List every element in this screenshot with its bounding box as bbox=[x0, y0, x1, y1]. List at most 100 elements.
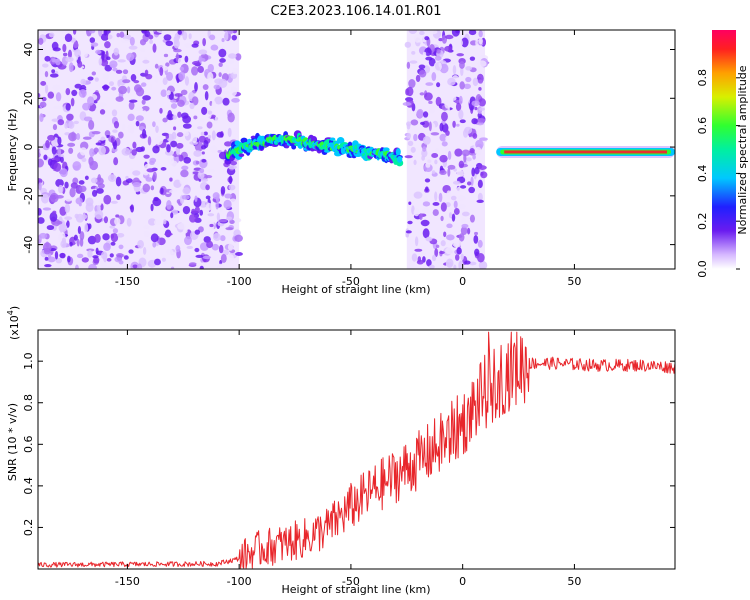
noise-blob bbox=[216, 65, 225, 70]
noise-blob bbox=[474, 146, 482, 156]
noise-blob bbox=[91, 189, 98, 197]
noise-blob bbox=[478, 260, 488, 269]
noise-blob bbox=[234, 234, 243, 242]
noise-blob bbox=[38, 217, 45, 224]
noise-blob bbox=[58, 184, 64, 194]
noise-blob bbox=[224, 193, 232, 199]
noise-blob bbox=[112, 129, 118, 133]
noise-blob bbox=[413, 133, 418, 142]
noise-blob bbox=[166, 90, 171, 96]
noise-blob bbox=[458, 233, 465, 242]
noise-blob bbox=[440, 240, 446, 247]
noise-blob bbox=[408, 79, 416, 89]
snr-y-scale-prefix: (x10 bbox=[8, 315, 21, 340]
noise-blob bbox=[424, 178, 431, 183]
noise-blob bbox=[199, 265, 204, 269]
noise-blob bbox=[422, 201, 431, 207]
x-tick-label: 50 bbox=[567, 575, 581, 588]
noise-blob bbox=[436, 48, 441, 54]
noise-blob bbox=[445, 136, 450, 141]
noise-blob bbox=[64, 181, 69, 189]
noise-blob bbox=[465, 157, 472, 162]
noise-blob bbox=[39, 147, 44, 155]
noise-blob bbox=[107, 174, 117, 182]
noise-blob bbox=[458, 160, 465, 169]
noise-blob bbox=[67, 142, 76, 147]
noise-blob bbox=[103, 194, 112, 205]
noise-blob bbox=[79, 185, 87, 193]
page-title: C2E3.2023.106.14.01.R01 bbox=[270, 4, 441, 19]
noise-blob bbox=[477, 179, 483, 189]
spectrogram-x-axis-label: Height of straight line (km) bbox=[281, 283, 430, 296]
noise-blob bbox=[460, 66, 464, 76]
noise-blob bbox=[42, 207, 52, 211]
noise-blob bbox=[447, 150, 452, 161]
snr-y-scale-exponent: 4 bbox=[6, 310, 15, 315]
noise-blob bbox=[128, 99, 138, 103]
noise-blob bbox=[54, 251, 59, 260]
noise-blob bbox=[155, 125, 159, 133]
noise-blob bbox=[199, 168, 205, 174]
noise-blob bbox=[181, 194, 190, 200]
noise-blob bbox=[60, 240, 67, 249]
noise-blob bbox=[125, 178, 133, 183]
y-tick-label: 0.8 bbox=[22, 394, 35, 412]
signal-blob bbox=[396, 155, 403, 163]
noise-blob bbox=[182, 123, 192, 129]
noise-blob bbox=[418, 252, 426, 257]
noise-blob bbox=[194, 247, 200, 253]
noise-blob bbox=[228, 53, 237, 59]
noise-blob bbox=[162, 77, 168, 85]
noise-blob bbox=[449, 96, 457, 101]
noise-blob bbox=[480, 171, 488, 179]
noise-blob bbox=[432, 201, 440, 206]
noise-blob bbox=[112, 139, 118, 150]
noise-blob bbox=[225, 64, 229, 71]
noise-blob bbox=[152, 241, 157, 248]
noise-blob bbox=[59, 252, 66, 259]
noise-blob bbox=[192, 60, 201, 66]
noise-blob bbox=[461, 223, 469, 229]
noise-blob bbox=[183, 156, 192, 164]
noise-blob bbox=[459, 61, 465, 69]
noise-blob bbox=[150, 203, 154, 212]
noise-blob bbox=[127, 113, 135, 122]
noise-blob bbox=[172, 114, 178, 120]
noise-blob bbox=[201, 159, 207, 163]
tone-core bbox=[504, 150, 667, 154]
noise-blob bbox=[112, 228, 119, 234]
noise-blob bbox=[453, 264, 457, 269]
noise-blob bbox=[213, 84, 221, 90]
noise-blob bbox=[422, 207, 430, 214]
noise-blob bbox=[103, 242, 111, 252]
noise-blob bbox=[434, 191, 438, 202]
signal-blob bbox=[329, 137, 336, 141]
noise-blob bbox=[193, 150, 202, 157]
noise-blob bbox=[145, 177, 153, 182]
noise-blob bbox=[230, 86, 238, 97]
noise-blob bbox=[203, 131, 208, 136]
snr-frame bbox=[37, 329, 676, 570]
noise-blob bbox=[181, 165, 189, 171]
noise-blob bbox=[152, 43, 157, 53]
noise-blob bbox=[453, 207, 460, 215]
spectrogram-panel: -150 -100 -50 0 50 -40 -20 0 20 40 Height of str… bbox=[6, 29, 676, 296]
noise-blob bbox=[408, 30, 418, 35]
noise-blob bbox=[456, 123, 460, 127]
noise-blob bbox=[91, 71, 97, 76]
noise-blob bbox=[232, 30, 238, 34]
noise-blob bbox=[216, 212, 221, 222]
noise-blob bbox=[93, 147, 99, 153]
noise-blob bbox=[411, 50, 416, 55]
noise-blob bbox=[115, 176, 122, 187]
noise-blob bbox=[114, 217, 121, 226]
noise-blob bbox=[199, 57, 206, 62]
noise-blob bbox=[148, 218, 157, 226]
noise-blob bbox=[102, 73, 110, 81]
noise-blob bbox=[478, 37, 483, 45]
noise-blob bbox=[144, 69, 149, 76]
noise-blob bbox=[456, 247, 462, 255]
noise-blob bbox=[76, 238, 80, 247]
noise-blob bbox=[38, 93, 41, 98]
noise-blob bbox=[39, 113, 44, 123]
